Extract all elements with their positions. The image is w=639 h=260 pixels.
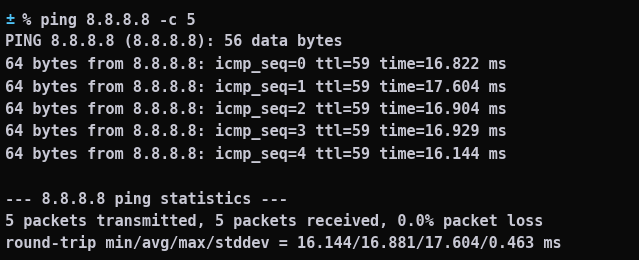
Text: 64 bytes from 8.8.8.8: icmp_seq=4 ttl=59 time=16.144 ms: 64 bytes from 8.8.8.8: icmp_seq=4 ttl=59… — [5, 146, 507, 163]
Text: ±: ± — [5, 12, 14, 27]
Text: 64 bytes from 8.8.8.8: icmp_seq=1 ttl=59 time=17.604 ms: 64 bytes from 8.8.8.8: icmp_seq=1 ttl=59… — [5, 79, 507, 96]
Text: 5 packets transmitted, 5 packets received, 0.0% packet loss: 5 packets transmitted, 5 packets receive… — [5, 213, 544, 229]
Text: 64 bytes from 8.8.8.8: icmp_seq=0 ttl=59 time=16.822 ms: 64 bytes from 8.8.8.8: icmp_seq=0 ttl=59… — [5, 56, 507, 73]
Text: round-trip min/avg/max/stddev = 16.144/16.881/17.604/0.463 ms: round-trip min/avg/max/stddev = 16.144/1… — [5, 235, 562, 251]
Text: --- 8.8.8.8 ping statistics ---: --- 8.8.8.8 ping statistics --- — [5, 191, 288, 207]
Text: % ping 8.8.8.8 -c 5: % ping 8.8.8.8 -c 5 — [13, 12, 196, 28]
Text: 64 bytes from 8.8.8.8: icmp_seq=2 ttl=59 time=16.904 ms: 64 bytes from 8.8.8.8: icmp_seq=2 ttl=59… — [5, 101, 507, 118]
Text: 64 bytes from 8.8.8.8: icmp_seq=3 ttl=59 time=16.929 ms: 64 bytes from 8.8.8.8: icmp_seq=3 ttl=59… — [5, 124, 507, 140]
Text: PING 8.8.8.8 (8.8.8.8): 56 data bytes: PING 8.8.8.8 (8.8.8.8): 56 data bytes — [5, 34, 343, 49]
